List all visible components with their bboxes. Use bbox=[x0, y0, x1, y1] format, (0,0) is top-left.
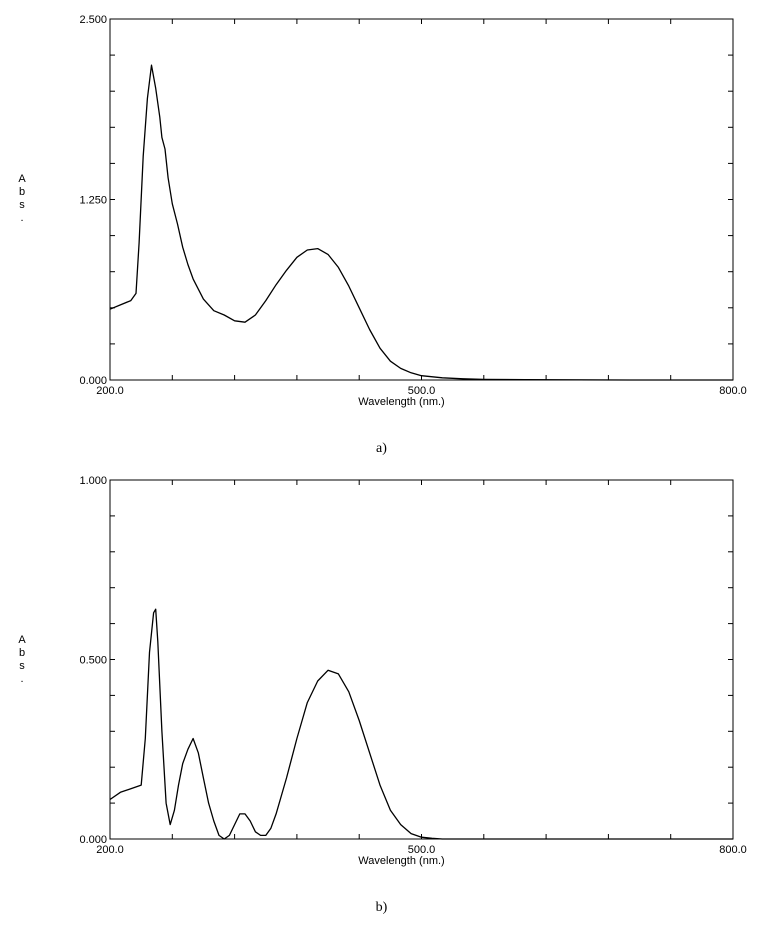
plot-frame bbox=[109, 479, 734, 840]
y-tick-label: 1.000 bbox=[79, 475, 107, 487]
x-tick-label: 200.0 bbox=[96, 844, 124, 856]
y-tick-label: 0.000 bbox=[79, 375, 107, 387]
figure-caption: b) bbox=[376, 900, 388, 915]
spectrum-line bbox=[109, 64, 733, 381]
x-tick-label: 800.0 bbox=[719, 385, 747, 397]
y-tick-label: 1.250 bbox=[79, 195, 107, 207]
y-tick-label: 0.500 bbox=[79, 655, 107, 667]
plot-frame bbox=[109, 18, 734, 381]
x-tick-label: 500.0 bbox=[408, 385, 436, 397]
y-tick-label: 2.500 bbox=[79, 14, 107, 26]
x-tick-label: 200.0 bbox=[96, 385, 124, 397]
chart-panel-a: 0.000 1.250 2.500 200.0 500.0 800.0 Wavelength… bbox=[18, 14, 746, 456]
spectrum-line bbox=[109, 608, 733, 840]
figure-caption: a) bbox=[376, 441, 387, 456]
x-tick-label: 500.0 bbox=[408, 844, 436, 856]
x-tick-label: 800.0 bbox=[719, 844, 747, 856]
x-axis-title: Wavelength (nm.) bbox=[358, 855, 444, 867]
y-tick-label: 0.000 bbox=[79, 834, 107, 846]
chart-panel-b: 0.000 0.500 1.000 200.0 500.0 800.0 Wavelength… bbox=[18, 475, 746, 915]
x-axis-title: Wavelength (nm.) bbox=[358, 396, 444, 408]
